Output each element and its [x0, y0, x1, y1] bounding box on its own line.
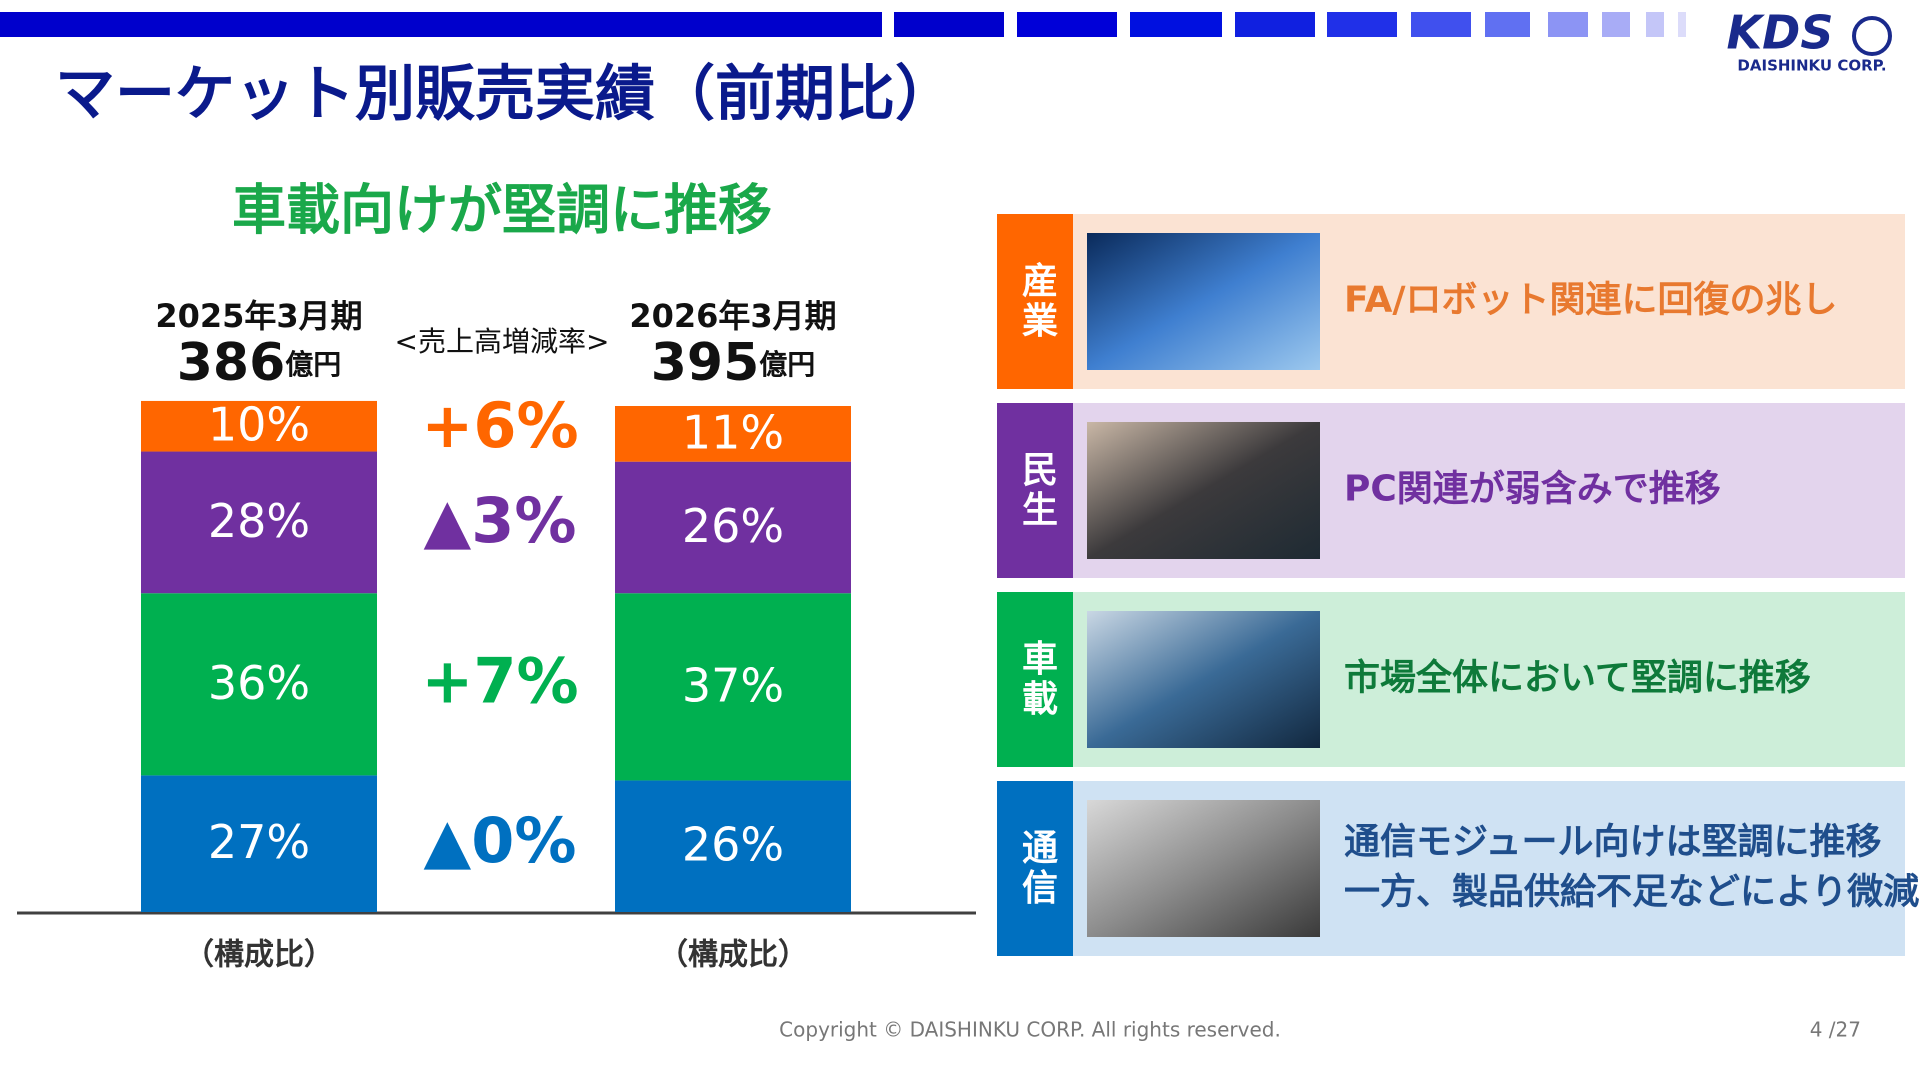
- total-value: 386: [177, 333, 286, 393]
- panel-text: 通信モジュール向けは堅調に推移: [1344, 822, 1881, 863]
- category-label: 2025年3月期: [155, 297, 362, 335]
- bar-segment: [141, 593, 377, 776]
- panel-image: [1087, 611, 1320, 748]
- panel-tab: [997, 403, 1073, 578]
- panel-image: [1087, 422, 1320, 559]
- total-label: 386億円: [177, 333, 342, 393]
- change-label: +7%: [421, 645, 578, 718]
- chart-title: 車載向けが堅調に推移: [232, 179, 772, 242]
- panel-tab: [997, 214, 1073, 389]
- panel-tab: [997, 592, 1073, 767]
- bar-segment: [615, 406, 851, 462]
- panel-text: 市場全体において堅調に推移: [1344, 657, 1811, 699]
- segment-label: 36%: [208, 656, 310, 710]
- bar-segment: [615, 593, 851, 781]
- segment-label: 27%: [208, 815, 310, 869]
- panel-image: [1087, 233, 1320, 370]
- segment-label: 11%: [682, 405, 784, 459]
- top-stripe: [0, 12, 1686, 37]
- change-title: <売上高増減率>: [395, 325, 610, 358]
- change-label: +6%: [421, 389, 578, 462]
- change-label: ▲0%: [424, 804, 577, 877]
- total-unit: 億円: [285, 348, 341, 381]
- total-unit: 億円: [759, 348, 815, 381]
- bar-segment: [615, 461, 851, 594]
- change-label: ▲3%: [424, 484, 577, 557]
- segment-label: 10%: [208, 398, 310, 452]
- panel-text: FA/ロボット関連に回復の兆し: [1344, 280, 1837, 321]
- x-axis-label: （構成比）: [658, 938, 808, 973]
- page-number: 4 /27: [1810, 1018, 1861, 1042]
- logo-sub: DAISHINKU CORP.: [1737, 57, 1886, 75]
- logo-mark: [1852, 16, 1892, 56]
- x-axis-label: （構成比）: [184, 938, 334, 973]
- panel-label: 産業: [1016, 261, 1058, 341]
- segment-label: 37%: [682, 658, 784, 712]
- panel-text: PC関連が弱含みで推移: [1344, 469, 1721, 510]
- panel-tab: [997, 781, 1073, 956]
- bar-segment: [141, 775, 377, 912]
- panel-text: 一方、製品供給不足などにより微減: [1344, 872, 1919, 913]
- panel-image: [1087, 800, 1320, 937]
- panel-label: 通信: [1016, 829, 1058, 909]
- segment-label: 26%: [682, 818, 784, 872]
- total-label: 395億円: [651, 333, 816, 393]
- slide-title: マーケット別販売実績（前期比）: [55, 60, 955, 130]
- segment-label: 26%: [682, 499, 784, 553]
- total-value: 395: [651, 333, 760, 393]
- panel-label: 車載: [1016, 639, 1057, 719]
- category-label: 2026年3月期: [629, 297, 836, 335]
- panel-label: 民生: [1016, 451, 1057, 531]
- bar-segment: [615, 780, 851, 912]
- bar-segment: [141, 400, 377, 452]
- logo: KDS: [1727, 6, 1834, 60]
- bar-segment: [141, 451, 377, 594]
- copyright: Copyright © DAISHINKU CORP. All rights r…: [779, 1018, 1281, 1042]
- segment-label: 28%: [208, 494, 310, 548]
